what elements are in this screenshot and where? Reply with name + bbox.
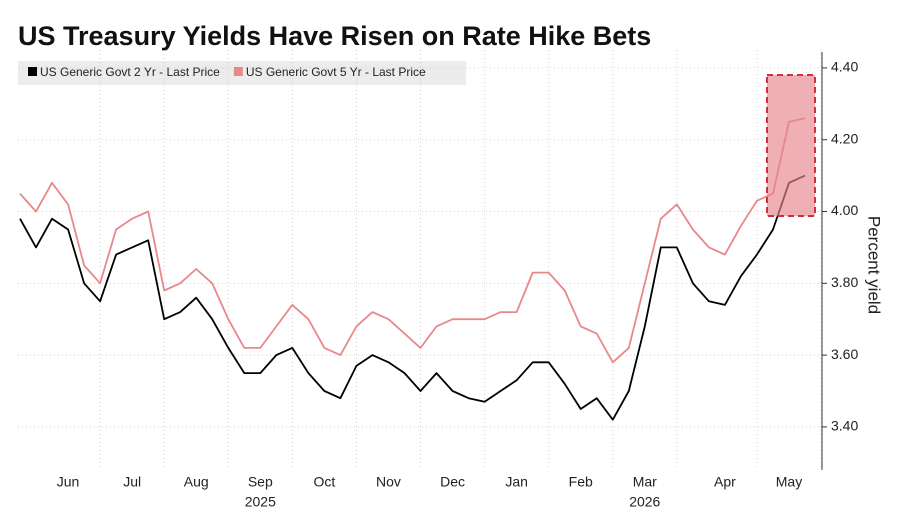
y-tick-label: 4.20 [831,130,858,146]
x-tick-label: May [776,474,802,490]
x-tick-label: Feb [569,474,593,490]
series-line [19,174,806,421]
x-tick-label: Nov [376,474,401,490]
y-tick-label: 4.40 [831,59,858,75]
y-tick-label: 3.80 [831,274,858,290]
x-tick-label: Mar [633,474,657,490]
x-tick-label: Sep [248,474,273,490]
legend-label: US Generic Govt 5 Yr - Last Price [246,65,426,79]
highlight-box [766,74,816,217]
legend-swatch [28,67,37,76]
x-tick-label: Jan [505,474,528,490]
x-year-label: 2026 [629,494,660,510]
x-year-label: 2025 [245,494,276,510]
x-tick-label: Aug [184,474,209,490]
y-tick-label: 3.40 [831,418,858,434]
y-axis-label: Percent yield [865,216,884,314]
x-tick-label: Jul [123,474,141,490]
legend-label: US Generic Govt 2 Yr - Last Price [40,65,220,79]
series-line [19,117,806,364]
chart-title: US Treasury Yields Have Risen on Rate Hi… [18,21,651,51]
x-tick-label: Dec [440,474,465,490]
x-tick-label: Oct [313,474,335,490]
y-tick-label: 4.00 [831,202,858,218]
x-tick-label: Apr [714,474,736,490]
legend-swatch [233,67,243,76]
y-tick-label: 3.60 [831,346,858,362]
x-tick-label: Jun [57,474,80,490]
